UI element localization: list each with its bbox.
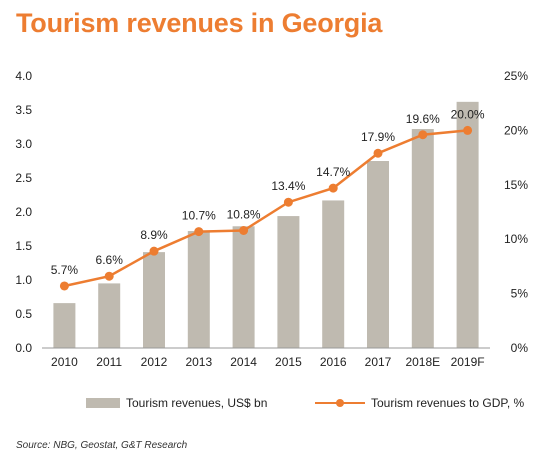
source-note: Source: NBG, Geostat, G&T Research (16, 440, 188, 451)
bar-2014 (232, 226, 255, 348)
y-right-tick: 10% (504, 232, 528, 246)
x-tick-2011: 2011 (96, 355, 122, 369)
y-left-tick: 2.5 (15, 171, 32, 185)
x-tick-2019F: 2019F (451, 355, 485, 369)
legend-swatch-bar (86, 398, 120, 408)
y-left-tick: 3.5 (15, 103, 32, 117)
data-label-2011: 6.6% (96, 253, 124, 267)
x-tick-2016: 2016 (320, 355, 347, 369)
x-tick-2017: 2017 (365, 355, 392, 369)
bar-2010 (53, 303, 76, 348)
bar-2015 (277, 216, 300, 348)
y-left-tick: 4.0 (15, 69, 32, 83)
legend-label-line: Tourism revenues to GDP, % (371, 396, 525, 410)
x-tick-2014: 2014 (230, 355, 257, 369)
line-point-2016 (328, 183, 338, 193)
line-point-2013 (194, 227, 204, 237)
y-right-tick: 0% (511, 341, 529, 355)
data-label-2014: 10.8% (227, 207, 261, 221)
legend-label-bar: Tourism revenues, US$ bn (126, 396, 267, 410)
line-point-2017 (373, 148, 383, 158)
y-left-tick: 0.0 (15, 341, 32, 355)
line-point-2014 (239, 225, 249, 235)
legend: Tourism revenues, US$ bn Tourism revenue… (86, 396, 525, 410)
bar-2011 (98, 283, 121, 348)
bar-2016 (322, 200, 345, 348)
bar-2012 (143, 252, 165, 348)
x-tick-2013: 2013 (185, 355, 212, 369)
y-left-tick: 2.0 (15, 205, 32, 219)
x-tick-2010: 2010 (51, 355, 78, 369)
data-label-2016: 14.7% (316, 165, 350, 179)
data-label-2019F: 20.0% (451, 107, 485, 121)
data-label-2018E: 19.6% (406, 112, 440, 126)
line-point-2015 (283, 197, 293, 207)
bar-2013 (187, 231, 210, 348)
y-right-tick: 15% (504, 178, 528, 192)
y-left-tick: 3.0 (15, 137, 32, 151)
bar-2018E (411, 129, 434, 348)
line-point-2010 (59, 281, 69, 291)
data-label-2010: 5.7% (51, 263, 79, 277)
y-right-tick: 20% (504, 123, 528, 137)
y-right-tick: 25% (504, 69, 528, 83)
x-tick-2012: 2012 (141, 355, 168, 369)
data-label-2013: 10.7% (182, 209, 216, 223)
y-left-tick: 0.5 (15, 307, 32, 321)
data-label-2017: 17.9% (361, 130, 395, 144)
legend-swatch-marker (336, 399, 344, 407)
bar-2019F (456, 101, 479, 348)
line-point-2011 (104, 271, 114, 281)
y-right-tick: 5% (511, 287, 529, 301)
line-point-2018E (418, 130, 428, 140)
line-point-2019F (463, 125, 473, 135)
chart-title: Tourism revenues in Georgia (16, 8, 383, 38)
data-label-2012: 8.9% (140, 228, 168, 242)
x-tick-2015: 2015 (275, 355, 302, 369)
line-point-2012 (149, 246, 159, 256)
data-label-2015: 13.4% (271, 179, 305, 193)
y-left-tick: 1.0 (15, 273, 32, 287)
line-series (64, 129, 468, 288)
bar-2017 (367, 161, 389, 348)
x-tick-2018E: 2018E (405, 355, 440, 369)
y-left-tick: 1.5 (15, 239, 32, 253)
